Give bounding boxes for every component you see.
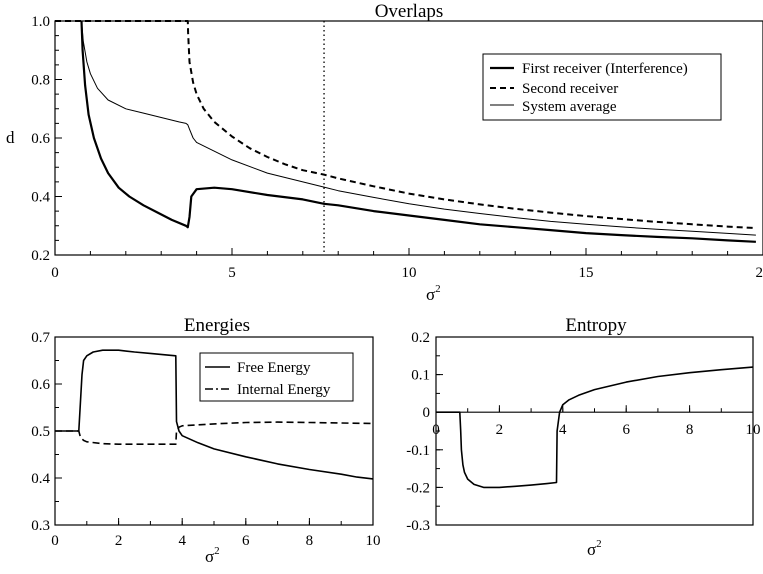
series-line-internal-energy — [55, 422, 373, 444]
x-axis-label-superscript: 2 — [214, 545, 220, 557]
y-tick-label: 0.1 — [411, 368, 430, 384]
legend: First receiver (Interference) Second rec… — [483, 54, 721, 120]
y-tick-label: 0.6 — [31, 377, 50, 393]
x-tick-label: 10 — [366, 533, 381, 549]
x-axis-label-superscript: 2 — [435, 283, 441, 295]
plot-frame — [436, 337, 753, 525]
y-tick-label: 0.6 — [31, 131, 50, 147]
legend-entry-system-average: System average — [522, 99, 617, 115]
y-tick-label: 0 — [423, 405, 431, 421]
y-tick-label: 0.7 — [31, 330, 50, 346]
y-tick-label: 1.0 — [31, 14, 50, 30]
y-tick-label: 0.2 — [31, 248, 50, 264]
y-tick-label: -0.1 — [406, 443, 430, 459]
x-tick-label: 0 — [51, 265, 59, 281]
x-tick-label: 10 — [402, 265, 417, 281]
x-axis-label-base: σ — [587, 540, 596, 559]
x-axis-label: σ2 — [426, 283, 441, 304]
x-tick-label: 2 — [496, 422, 504, 438]
x-axis-label-base: σ — [426, 285, 435, 304]
x-tick-label: 0 — [51, 533, 59, 549]
y-tick-label: 0.2 — [411, 330, 430, 346]
y-tick-label: -0.2 — [406, 480, 430, 496]
y-tick-label: 0.3 — [31, 518, 50, 534]
x-tick-label: 2 — [115, 533, 123, 549]
y-tick-label: 0.8 — [31, 73, 50, 89]
x-tick-label: 5 — [228, 265, 236, 281]
legend: Free Energy Internal Energy — [200, 353, 353, 401]
series-line-system-average — [82, 21, 756, 235]
x-axis-label: σ2 — [587, 538, 602, 559]
legend-entry-free-energy: Free Energy — [237, 360, 311, 376]
x-tick-label: 8 — [686, 422, 694, 438]
series-line-entropy — [436, 367, 753, 487]
series-line-second-receiver — [55, 21, 756, 228]
overlaps-chart: Overlaps 0.2 0.4 0.6 0.8 1.0 0 5 10 15 20 d σ2 Fi… — [6, 1, 763, 304]
chart-title: Overlaps — [375, 1, 444, 22]
y-axis-label: d — [6, 128, 15, 147]
x-tick-label: 4 — [559, 422, 567, 438]
x-axis-label-base: σ — [205, 547, 214, 566]
series-group — [436, 367, 753, 487]
y-tick-label: 0.5 — [31, 424, 50, 440]
x-axis-label-superscript: 2 — [596, 538, 602, 550]
x-tick-label: 6 — [622, 422, 630, 438]
x-tick-label: 8 — [306, 533, 314, 549]
y-tick-label: 0.4 — [31, 190, 50, 206]
chart-title: Entropy — [565, 315, 627, 336]
legend-entry-first-receiver: First receiver (Interference) — [522, 61, 688, 77]
y-tick-label: 0.4 — [31, 471, 50, 487]
x-tick-label: 15 — [579, 265, 594, 281]
x-tick-label: 20 — [756, 265, 763, 281]
legend-entry-internal-energy: Internal Energy — [237, 382, 331, 398]
x-tick-label: 6 — [242, 533, 250, 549]
x-axis-label: σ2 — [205, 545, 220, 566]
legend-entry-second-receiver: Second receiver — [522, 81, 618, 97]
y-tick-label: -0.3 — [406, 518, 430, 534]
chart-title: Energies — [184, 315, 250, 336]
x-tick-label: 4 — [178, 533, 186, 549]
